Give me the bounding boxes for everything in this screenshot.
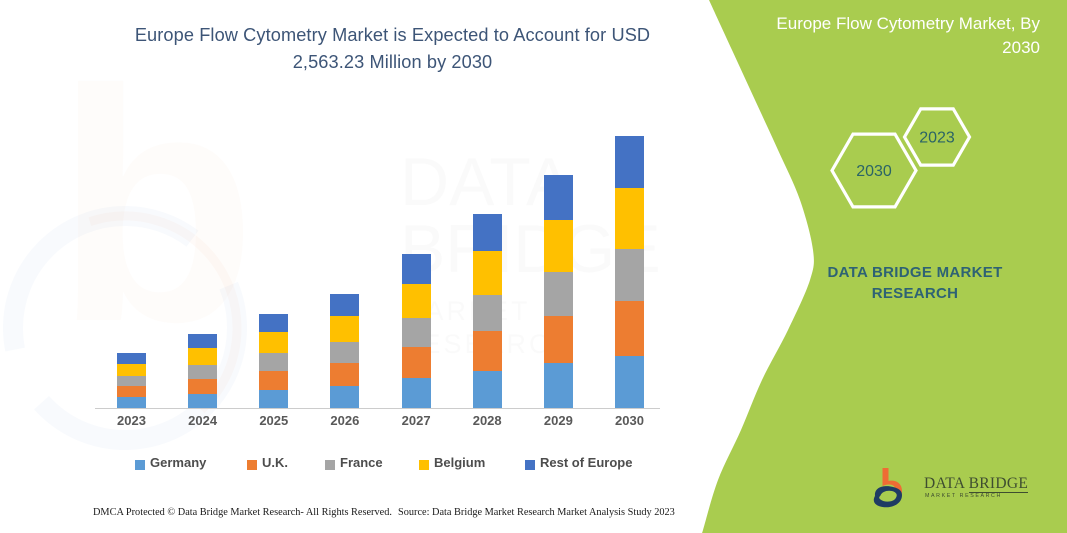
svg-text:2030: 2030: [856, 163, 892, 180]
svg-text:2023: 2023: [919, 130, 955, 147]
